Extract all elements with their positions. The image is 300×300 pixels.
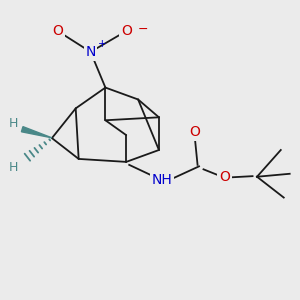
Text: O: O: [52, 24, 63, 38]
Text: −: −: [137, 23, 148, 36]
Text: N: N: [85, 45, 96, 59]
Text: O: O: [189, 125, 200, 139]
Text: NH: NH: [152, 173, 172, 187]
Text: O: O: [121, 24, 132, 38]
Text: O: O: [219, 170, 230, 184]
Text: H: H: [9, 161, 18, 174]
Polygon shape: [21, 127, 52, 138]
Text: H: H: [9, 117, 18, 130]
Text: +: +: [98, 40, 106, 50]
